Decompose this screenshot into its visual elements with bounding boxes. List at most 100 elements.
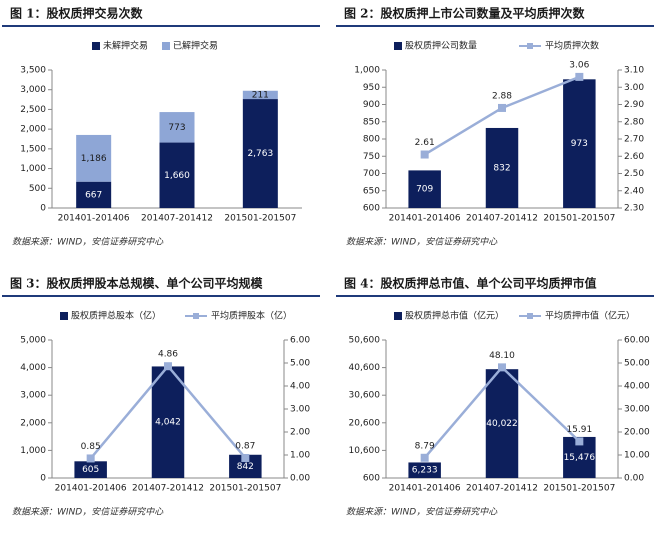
line-marker	[575, 437, 584, 446]
y-tick-label: 1,000	[354, 66, 380, 76]
y-tick-label: 40,600	[349, 363, 381, 373]
y2-tick-label: 2.70	[624, 135, 644, 145]
y2-tick-label: 1.00	[290, 451, 310, 461]
value-label: 832	[493, 163, 510, 173]
source: 数据来源：WIND，安信证券研究中心	[346, 507, 498, 518]
x-tick-label: 201407-201412	[466, 484, 538, 494]
value-label: 0.87	[235, 441, 255, 451]
bar	[485, 369, 519, 478]
y2-tick-label: 50.00	[624, 359, 650, 369]
bar	[159, 142, 195, 208]
value-label: 15.91	[566, 425, 592, 435]
value-label: 973	[571, 139, 588, 149]
x-tick-label: 201401-201406	[55, 484, 127, 494]
x-tick-label: 201501-201507	[209, 484, 281, 494]
y2-tick-label: 2.80	[624, 117, 644, 127]
x-tick-label: 201407-201412	[466, 214, 538, 224]
x-tick-label: 201501-201507	[543, 484, 615, 494]
line-marker	[86, 454, 95, 463]
y-tick-label: 600	[363, 204, 380, 214]
value-label: 2.61	[415, 138, 435, 148]
value-label: 667	[85, 190, 102, 200]
line-marker	[420, 453, 429, 462]
value-label: 0.85	[81, 442, 101, 452]
x-tick-label: 201501-201507	[543, 214, 615, 224]
y2-tick-label: 4.00	[290, 382, 310, 392]
y2-tick-label: 10.00	[624, 451, 650, 461]
y-tick-label: 2,500	[20, 105, 46, 115]
y2-tick-label: 2.40	[624, 186, 644, 196]
value-label: 2,763	[247, 149, 273, 159]
bar	[151, 366, 185, 478]
legend-swatch	[60, 312, 68, 320]
value-label: 605	[82, 465, 99, 475]
bar	[74, 461, 107, 478]
y2-tick-label: 6.00	[290, 336, 310, 346]
y-tick-label: 650	[363, 186, 380, 196]
y2-tick-label: 0.00	[624, 474, 644, 484]
y2-tick-label: 2.30	[624, 204, 644, 214]
legend-swatch	[394, 312, 402, 320]
x-tick-label: 201401-201406	[58, 214, 130, 224]
y2-tick-label: 2.50	[624, 169, 644, 179]
legend-label: 平均质押市值（亿元）	[545, 310, 635, 322]
x-tick-label: 201501-201507	[224, 214, 296, 224]
chart-title: 图 3：股权质押股本总规模、单个公司平均规模	[10, 276, 264, 291]
y2-tick-label: 5.00	[290, 359, 310, 369]
y2-tick-label: 0.00	[290, 474, 310, 484]
x-tick-label: 201401-201406	[389, 214, 461, 224]
y-tick-label: 0	[40, 204, 46, 214]
y-tick-label: 800	[363, 135, 380, 145]
bar	[76, 181, 112, 208]
source: 数据来源：WIND，安信证券研究中心	[346, 237, 498, 248]
legend-label: 股权质押公司数量	[405, 40, 477, 52]
value-label: 1,186	[81, 154, 107, 164]
legend-marker	[193, 313, 199, 319]
value-label: 2.88	[492, 91, 512, 101]
line-marker	[164, 362, 172, 371]
x-tick-label: 201401-201406	[389, 484, 461, 494]
legend-swatch	[162, 42, 170, 50]
y2-tick-label: 2.00	[290, 428, 310, 438]
y-tick-label: 900	[363, 100, 380, 110]
y-tick-label: 3,000	[20, 391, 46, 401]
value-label: 1,660	[164, 171, 190, 181]
chart-title: 图 2：股权质押上市公司数量及平均质押次数	[344, 6, 586, 21]
y-tick-label: 600	[363, 474, 380, 484]
line-marker	[498, 103, 506, 112]
y-tick-label: 950	[363, 83, 380, 93]
bar	[159, 112, 195, 143]
source: 数据来源：WIND，安信证券研究中心	[12, 237, 164, 248]
y2-tick-label: 2.60	[624, 152, 644, 162]
legend-label: 平均质押次数	[545, 40, 599, 52]
x-tick-label: 201407-201412	[132, 484, 204, 494]
value-label: 4.86	[158, 350, 178, 360]
legend-label: 平均质押股本（亿）	[211, 310, 292, 322]
y2-tick-label: 3.00	[624, 83, 644, 93]
value-label: 773	[168, 123, 185, 133]
y-tick-label: 700	[363, 169, 380, 179]
y-tick-label: 2,000	[20, 418, 46, 428]
line-marker	[241, 453, 250, 462]
y-tick-label: 850	[363, 117, 380, 127]
y-tick-label: 2,000	[20, 125, 46, 135]
line-marker	[420, 150, 429, 159]
y-tick-label: 30,600	[349, 391, 381, 401]
value-label: 3.06	[569, 60, 589, 70]
value-label: 6,233	[412, 466, 438, 476]
line-marker	[498, 363, 506, 372]
legend-label: 股权质押总市值（亿元）	[405, 310, 504, 322]
line-marker	[575, 72, 584, 81]
y-tick-label: 3,500	[20, 66, 46, 76]
bar	[408, 462, 441, 478]
value-label: 8.79	[415, 441, 435, 451]
y-tick-label: 4,000	[20, 363, 46, 373]
value-label: 211	[252, 90, 269, 100]
y2-tick-label: 2.90	[624, 100, 644, 110]
value-label: 4,042	[155, 418, 181, 428]
bar	[229, 454, 262, 478]
legend-label: 已解押交易	[173, 40, 218, 52]
y2-tick-label: 3.10	[624, 66, 644, 76]
x-tick-label: 201407-201412	[141, 214, 213, 224]
